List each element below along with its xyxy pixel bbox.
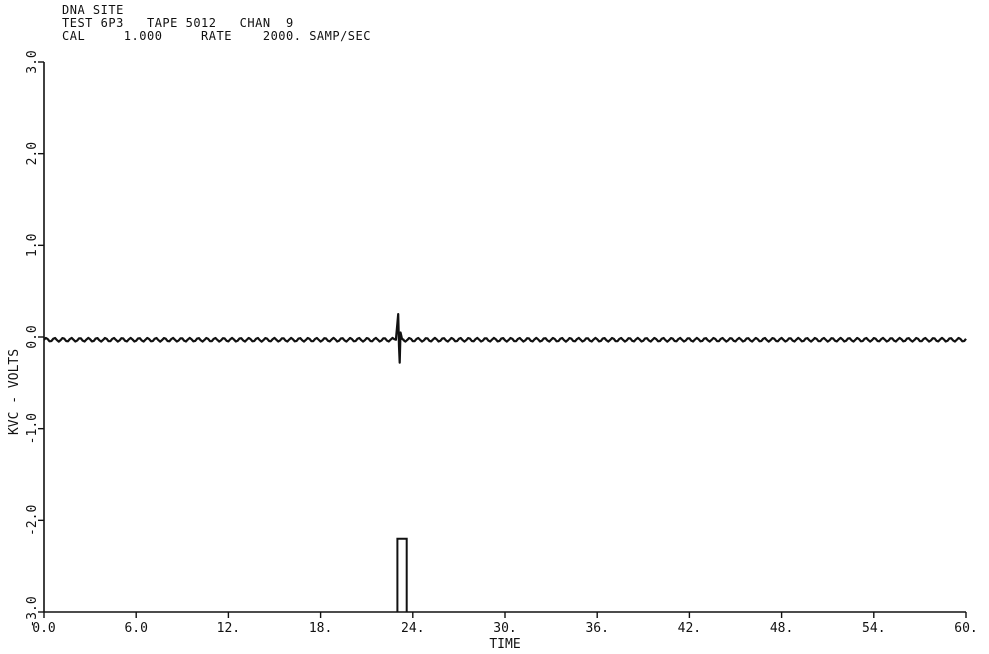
x-tick-label: 6.0	[124, 621, 147, 636]
header-line-1: DNA SITE	[62, 3, 124, 17]
x-tick-label: 18.	[309, 621, 332, 636]
y-tick-label: 0.0	[25, 325, 40, 348]
x-tick-label: 36.	[585, 621, 608, 636]
series-line-baseline	[43, 312, 967, 364]
x-tick-label: 60.	[954, 621, 977, 636]
y-tick-label: -2.0	[25, 505, 40, 536]
series-group	[43, 312, 967, 612]
x-tick-label: 24.	[401, 621, 424, 636]
header-line-3: CAL 1.000 RATE 2000. SAMP/SEC	[62, 29, 371, 43]
y-tick-label: 1.0	[25, 234, 40, 257]
y-axis-label: KVC - VOLTS	[7, 349, 22, 435]
series-line-gate-pulse	[396, 537, 408, 612]
y-tick-label: -3.0	[25, 596, 40, 627]
x-tick-label: 12.	[217, 621, 240, 636]
header-line-2: TEST 6P3 TAPE 5012 CHAN 9	[62, 16, 294, 30]
x-tick-label: 54.	[862, 621, 885, 636]
axes	[43, 62, 966, 613]
x-tick-label: 30.	[493, 621, 516, 636]
y-tick-label: -1.0	[25, 413, 40, 444]
x-tick-label: 48.	[770, 621, 793, 636]
x-tick-label: 0.0	[32, 621, 55, 636]
x-tick-label: 42.	[678, 621, 701, 636]
y-axis-ticks: -3.0 -2.0 -1.0 0.0 1.0 2.0 3.0	[25, 50, 44, 628]
y-tick-label: 3.0	[25, 50, 40, 73]
x-axis-label: TIME	[489, 637, 520, 652]
x-axis-ticks: 0.0 6.0 12. 18. 24. 30. 36. 42. 48. 54. 60.	[32, 612, 978, 636]
y-tick-label: 2.0	[25, 142, 40, 165]
